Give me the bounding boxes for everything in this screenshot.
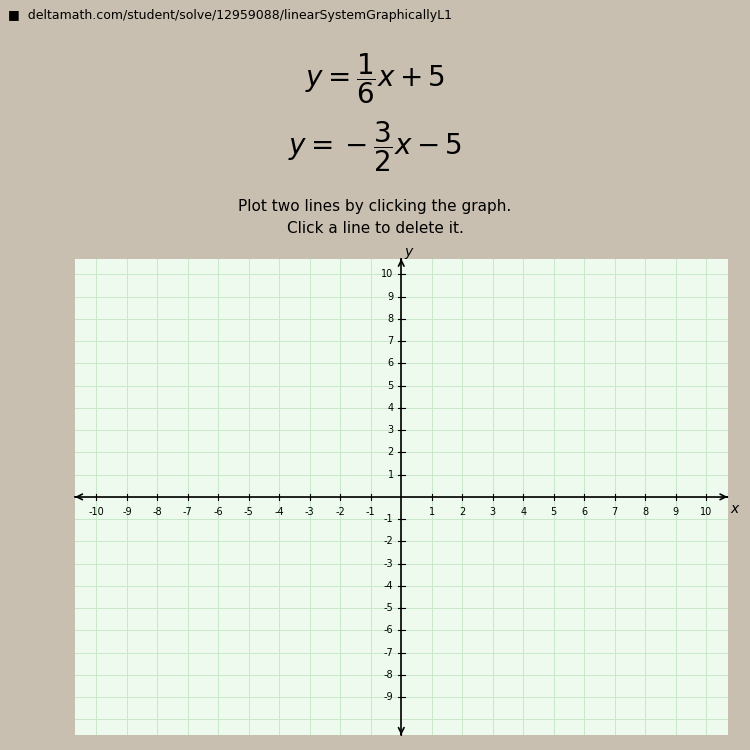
Text: 3: 3 — [388, 425, 394, 435]
Text: x: x — [730, 502, 739, 516]
Text: Click a line to delete it.: Click a line to delete it. — [286, 221, 464, 236]
Text: -7: -7 — [183, 507, 193, 517]
Text: -6: -6 — [214, 507, 223, 517]
Text: -6: -6 — [384, 626, 394, 635]
Text: 4: 4 — [520, 507, 526, 517]
Text: 2: 2 — [459, 507, 465, 517]
Text: 1: 1 — [429, 507, 435, 517]
Text: -3: -3 — [384, 559, 394, 568]
Text: 6: 6 — [581, 507, 587, 517]
Text: -5: -5 — [384, 603, 394, 613]
Text: 10: 10 — [700, 507, 712, 517]
Text: -9: -9 — [122, 507, 132, 517]
Text: -7: -7 — [384, 648, 394, 658]
Text: 9: 9 — [673, 507, 679, 517]
Text: 1: 1 — [388, 470, 394, 479]
Text: -8: -8 — [384, 670, 394, 680]
Text: 8: 8 — [642, 507, 648, 517]
Text: 3: 3 — [490, 507, 496, 517]
Text: -1: -1 — [384, 514, 394, 524]
Text: -2: -2 — [384, 536, 394, 547]
Text: $y = \dfrac{1}{6}x + 5$: $y = \dfrac{1}{6}x + 5$ — [305, 52, 445, 106]
Text: -10: -10 — [88, 507, 104, 517]
Text: -5: -5 — [244, 507, 254, 517]
Text: 9: 9 — [388, 292, 394, 302]
Text: -4: -4 — [274, 507, 284, 517]
Text: 10: 10 — [382, 269, 394, 279]
Text: 5: 5 — [388, 380, 394, 391]
Text: ■  deltamath.com/student/solve/12959088/linearSystemGraphicallyL1: ■ deltamath.com/student/solve/12959088/l… — [8, 9, 452, 22]
Text: 7: 7 — [388, 336, 394, 346]
Text: y: y — [405, 244, 413, 259]
Text: 6: 6 — [388, 358, 394, 368]
Text: 8: 8 — [388, 314, 394, 324]
Text: 7: 7 — [611, 507, 618, 517]
Text: 5: 5 — [550, 507, 556, 517]
Text: -9: -9 — [384, 692, 394, 702]
Text: -8: -8 — [152, 507, 162, 517]
Text: Plot two lines by clicking the graph.: Plot two lines by clicking the graph. — [238, 199, 512, 214]
Text: -4: -4 — [384, 581, 394, 591]
Text: 2: 2 — [388, 447, 394, 458]
Text: -2: -2 — [335, 507, 345, 517]
Text: -3: -3 — [305, 507, 314, 517]
Text: $y = -\dfrac{3}{2}x - 5$: $y = -\dfrac{3}{2}x - 5$ — [288, 119, 462, 173]
Text: 4: 4 — [388, 403, 394, 412]
Text: -1: -1 — [366, 507, 376, 517]
